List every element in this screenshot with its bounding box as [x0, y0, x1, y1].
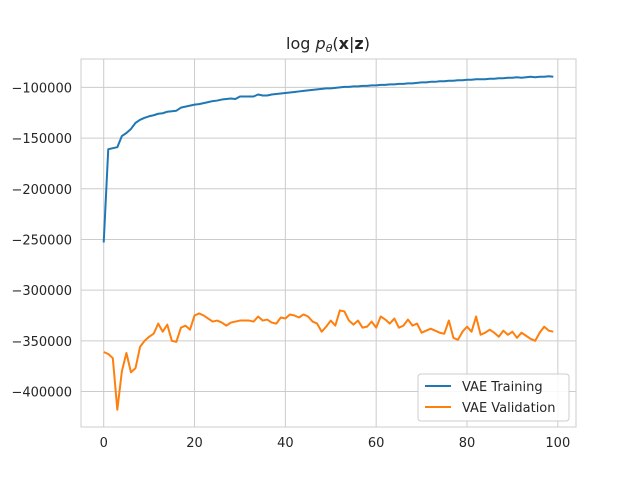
- y-tick-label: −400000: [11, 386, 72, 401]
- y-tick-label: −100000: [11, 81, 72, 96]
- legend-label-validation: VAE Validation: [462, 401, 556, 416]
- title-x: x: [339, 34, 350, 53]
- x-tick-label: 0: [100, 436, 108, 451]
- title-open-paren: (: [332, 34, 338, 53]
- x-tick-label: 40: [277, 436, 294, 451]
- legend-label-training: VAE Training: [462, 380, 543, 395]
- chart-title: log pθ(x|z): [286, 34, 370, 55]
- title-theta: θ: [326, 42, 333, 55]
- series-layer: [102, 75, 554, 411]
- x-tick-label: 20: [186, 436, 203, 451]
- legend-box: [417, 373, 570, 422]
- grid: [81, 59, 576, 427]
- title-p: p: [315, 34, 326, 53]
- legend: VAE Training VAE Validation: [417, 373, 570, 422]
- y-tick-label: −250000: [11, 233, 72, 248]
- training-series-line: [102, 75, 554, 243]
- title-bar: |: [349, 34, 354, 53]
- x-tick-label: 100: [545, 436, 570, 451]
- title-close-paren: ): [364, 34, 370, 53]
- tick-labels: 0 20 40 60 80 100 −100000 −150000 −200000 −250000…: [11, 81, 570, 451]
- title-log: log: [286, 34, 315, 53]
- y-tick-label: −150000: [11, 132, 72, 147]
- title-z: z: [354, 34, 363, 53]
- y-tick-label: −200000: [11, 183, 72, 198]
- y-tick-label: −300000: [11, 284, 72, 299]
- x-tick-label: 80: [459, 436, 476, 451]
- validation-series-line: [103, 309, 554, 411]
- plot-frame: [80, 58, 577, 428]
- x-tick-label: 60: [368, 436, 385, 451]
- y-tick-label: −350000: [11, 335, 72, 350]
